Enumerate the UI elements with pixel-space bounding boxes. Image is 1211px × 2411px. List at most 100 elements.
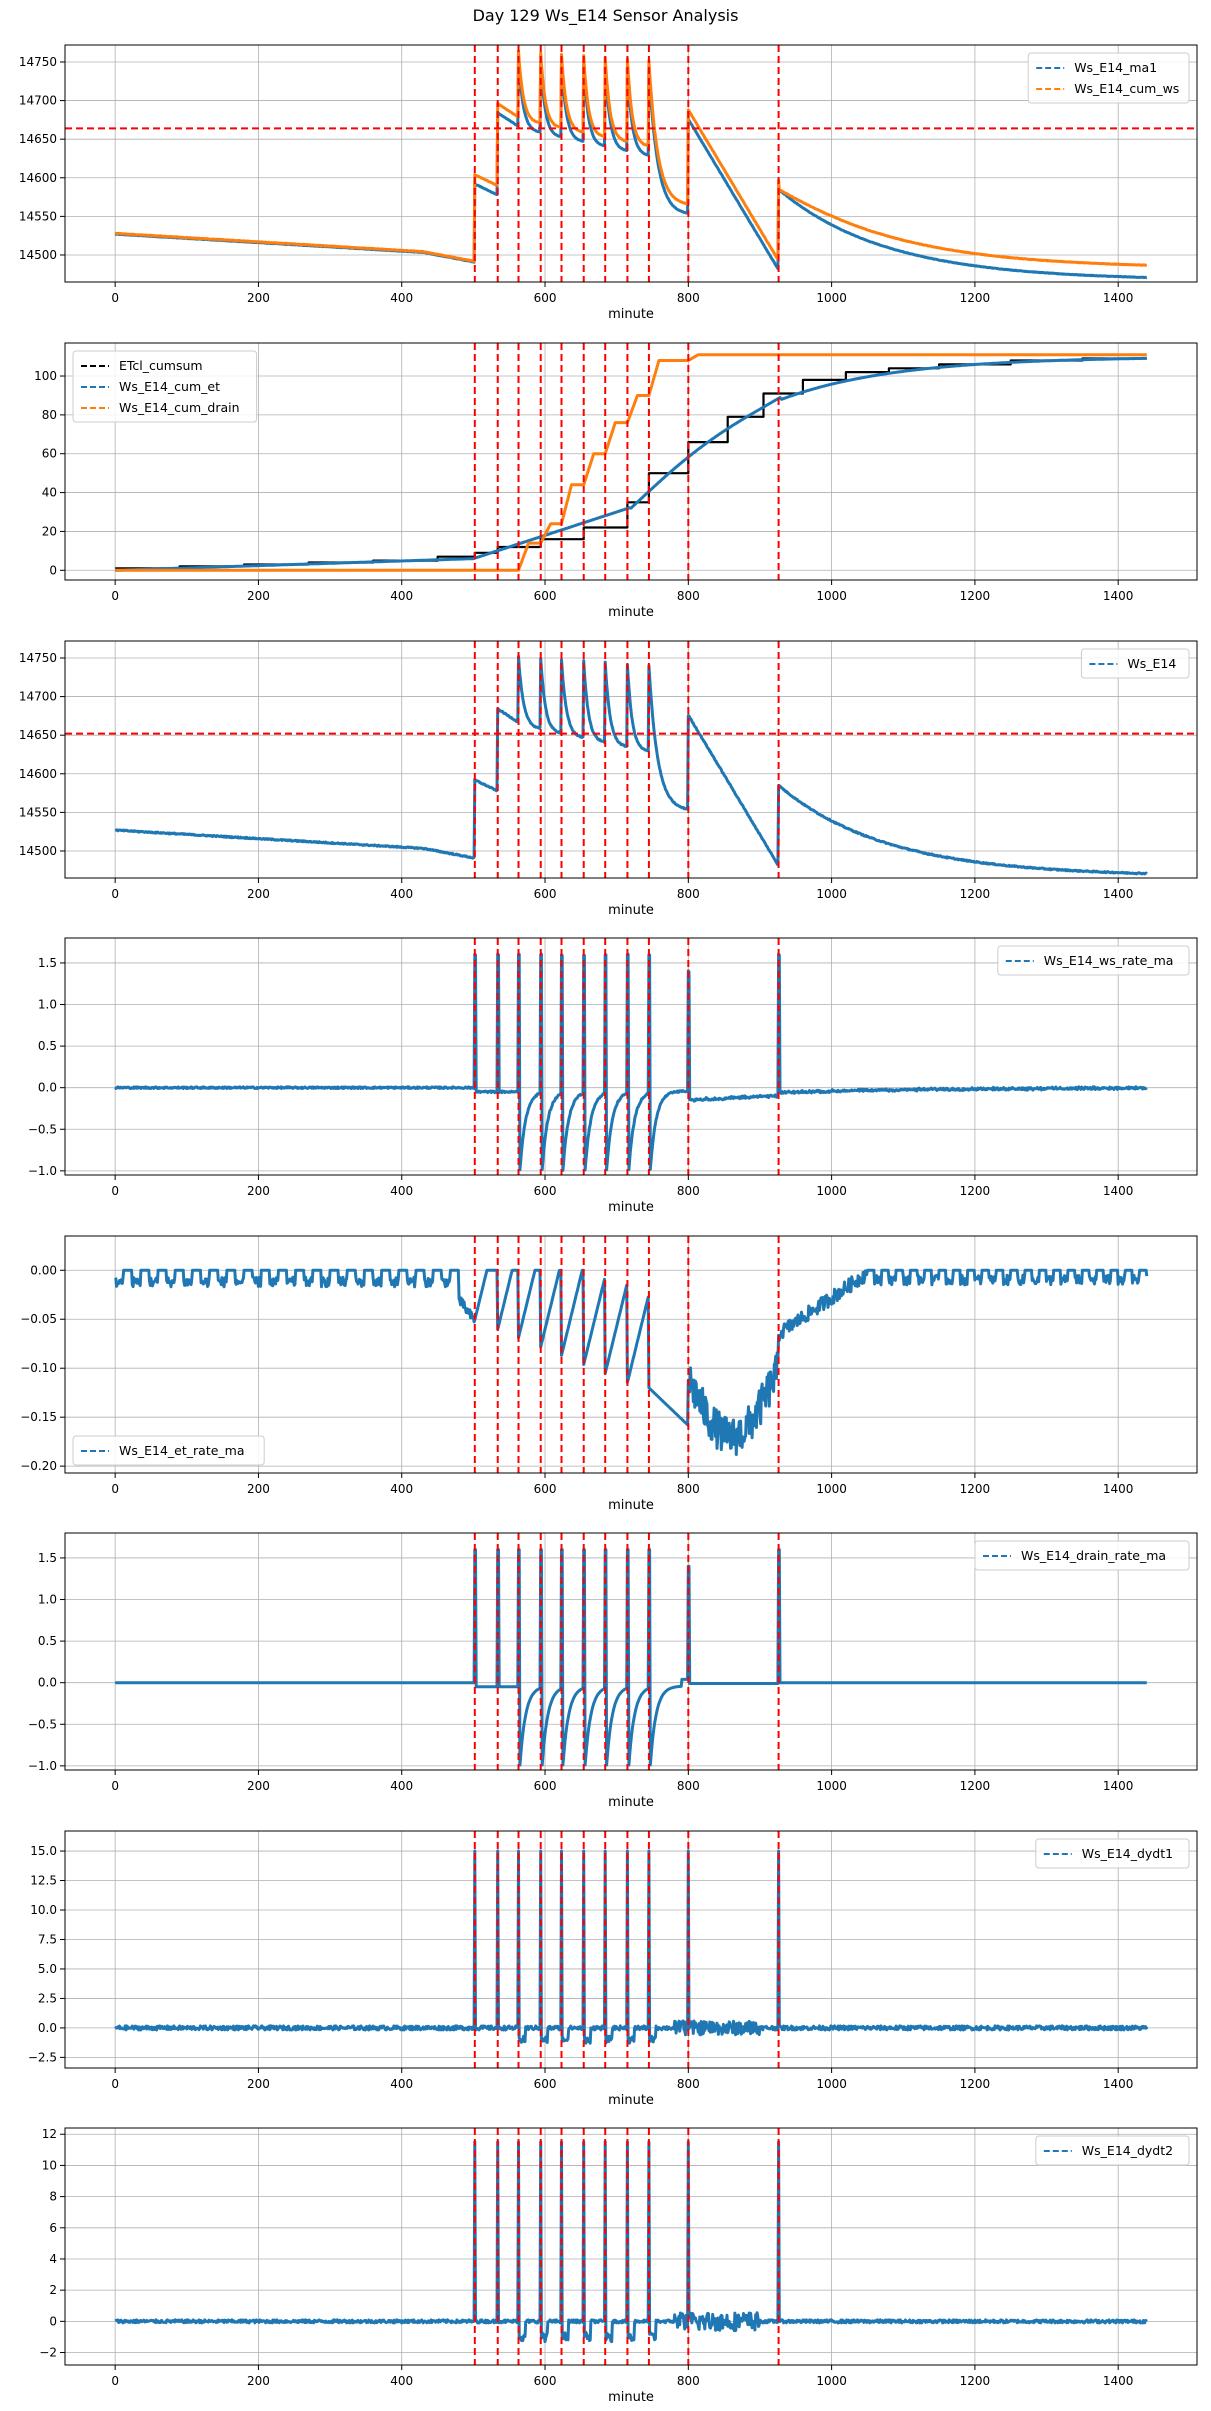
y-tick-label: 14650: [19, 728, 57, 742]
y-tick-label: 10: [42, 2158, 57, 2172]
x-tick-label: 0: [111, 291, 119, 305]
x-tick-label: 1000: [816, 2374, 847, 2388]
legend: Ws_E14_dydt2: [1035, 2135, 1190, 2166]
x-axis-label: minute: [608, 903, 654, 918]
x-tick-label: 200: [247, 291, 270, 305]
legend-box: [72, 350, 258, 423]
x-tick-label: 1400: [1103, 1779, 1134, 1793]
y-tick-label: 0: [49, 2314, 57, 2328]
y-tick-label: 0.5: [38, 1634, 57, 1648]
y-tick-label: 14750: [19, 651, 57, 665]
series-line-Ws_E14_ws_rate_ma: [114, 952, 1148, 1172]
y-tick-label: 0.0: [38, 1081, 57, 1095]
y-tick-label: 12.5: [30, 1874, 57, 1888]
x-tick-label: 400: [390, 887, 413, 901]
axes-frame: [64, 1235, 1198, 1474]
plot-area: [114, 2140, 1148, 2344]
y-tick-label: −2.5: [28, 2050, 57, 2064]
plot-area: [114, 353, 1148, 572]
y-tick-label: 60: [42, 447, 57, 461]
x-tick-label: 600: [534, 1779, 557, 1793]
y-tick-label: 14700: [19, 94, 57, 108]
x-tick-label: 600: [534, 2077, 557, 2091]
chart-panel-7: 0 200 400 600 800 1000 1200 1400 −2.5 0.0 2.5 5.0 7.…: [28, 1830, 1198, 2108]
y-tick-label: 2: [49, 2283, 57, 2297]
legend-label: Ws_E14_dydt2: [1082, 2143, 1173, 2158]
x-tick-label: 400: [390, 2077, 413, 2091]
x-tick-label: 1200: [960, 1779, 991, 1793]
chart-panel-1: 0 200 400 600 800 1000 1200 1400 14500 14550 14600…: [19, 44, 1198, 322]
x-tick-label: 1400: [1103, 2374, 1134, 2388]
y-tick-label: 15.0: [30, 1844, 57, 1858]
x-tick-label: 1400: [1103, 1184, 1134, 1198]
y-tick-label: 0.00: [30, 1263, 57, 1277]
x-tick-label: 200: [247, 2374, 270, 2388]
y-tick-label: 2.5: [38, 1991, 57, 2005]
y-tick-label: 100: [34, 369, 57, 383]
y-tick-label: 1.5: [38, 956, 57, 970]
y-tick-label: 1.5: [38, 1551, 57, 1565]
legend-label: Ws_E14_et_rate_ma: [119, 1443, 245, 1458]
y-tick-label: −0.10: [20, 1361, 57, 1375]
x-tick-label: 200: [247, 887, 270, 901]
x-tick-label: 200: [247, 589, 270, 603]
x-tick-label: 1400: [1103, 2077, 1134, 2091]
x-tick-label: 200: [247, 1482, 270, 1496]
plot-area: [114, 49, 1148, 280]
chart-panel-6: 0 200 400 600 800 1000 1200 1400 −1.0 −0.5 0.0 0.5 1…: [28, 1532, 1198, 1810]
x-tick-label: 200: [247, 1184, 270, 1198]
legend-label: Ws_E14_cum_ws: [1074, 81, 1179, 96]
plot-area: [114, 1548, 1148, 1767]
x-tick-label: 1200: [960, 1482, 991, 1496]
legend: Ws_E14_et_rate_ma: [72, 1435, 265, 1466]
legend: Ws_E14_ma1 Ws_E14_cum_ws: [1027, 52, 1190, 104]
x-tick-label: 600: [534, 1482, 557, 1496]
y-tick-label: −0.15: [20, 1410, 57, 1424]
y-tick-label: 14550: [19, 209, 57, 223]
x-tick-label: 0: [111, 1482, 119, 1496]
x-tick-label: 0: [111, 1184, 119, 1198]
y-tick-label: 80: [42, 408, 57, 422]
x-tick-label: 1400: [1103, 291, 1134, 305]
x-tick-label: 800: [677, 2077, 700, 2091]
x-tick-label: 1200: [960, 2077, 991, 2091]
y-tick-label: 8: [49, 2190, 57, 2204]
series-line-Ws_E14_et_rate_ma: [113, 1268, 1149, 1456]
axes-frame: [64, 1532, 1198, 1771]
x-tick-label: 400: [390, 291, 413, 305]
legend: ETcl_cumsum Ws_E14_cum_et Ws_E14_cum_drain: [72, 350, 258, 423]
x-tick-label: 0: [111, 887, 119, 901]
y-tick-label: 0.0: [38, 2021, 57, 2035]
y-tick-label: −0.20: [20, 1459, 57, 1473]
legend-label: Ws_E14_ws_rate_ma: [1044, 953, 1174, 968]
x-tick-label: 1400: [1103, 589, 1134, 603]
x-tick-label: 400: [390, 2374, 413, 2388]
y-tick-label: 14750: [19, 55, 57, 69]
chart-panel-8: 0 200 400 600 800 1000 1200 1400 −2 0 2 4 6 8 10 12 minu…: [39, 2127, 1198, 2405]
x-tick-label: 600: [534, 2374, 557, 2388]
legend-box: [1080, 648, 1190, 679]
y-tick-label: 14500: [19, 844, 57, 858]
y-tick-label: −1.0: [28, 1164, 57, 1178]
series-line-Ws_E14_cum_et: [115, 356, 1147, 572]
axes-frame: [64, 2127, 1198, 2366]
y-tick-label: −0.5: [28, 1122, 57, 1136]
y-tick-label: 14600: [19, 171, 57, 185]
axes-frame: [64, 937, 1198, 1176]
y-tick-label: 4: [49, 2252, 57, 2266]
x-axis-label: minute: [608, 1498, 654, 1513]
legend-box: [1035, 2135, 1190, 2166]
series-line-Ws_E14_dydt2: [114, 2140, 1148, 2344]
legend: Ws_E14_drain_rate_ma: [974, 1540, 1190, 1571]
y-tick-label: −0.05: [20, 1312, 57, 1326]
x-tick-label: 1000: [816, 589, 847, 603]
x-tick-label: 800: [677, 887, 700, 901]
plot-area: [114, 952, 1148, 1172]
y-tick-label: 1.0: [38, 1593, 57, 1607]
y-tick-label: −0.5: [28, 1717, 57, 1731]
series-line-Ws_E14_cum_drain: [114, 353, 1148, 572]
legend-box: [1027, 52, 1190, 104]
x-tick-label: 1000: [816, 1779, 847, 1793]
x-tick-label: 0: [111, 2077, 119, 2091]
legend-label: Ws_E14_cum_drain: [119, 400, 240, 415]
